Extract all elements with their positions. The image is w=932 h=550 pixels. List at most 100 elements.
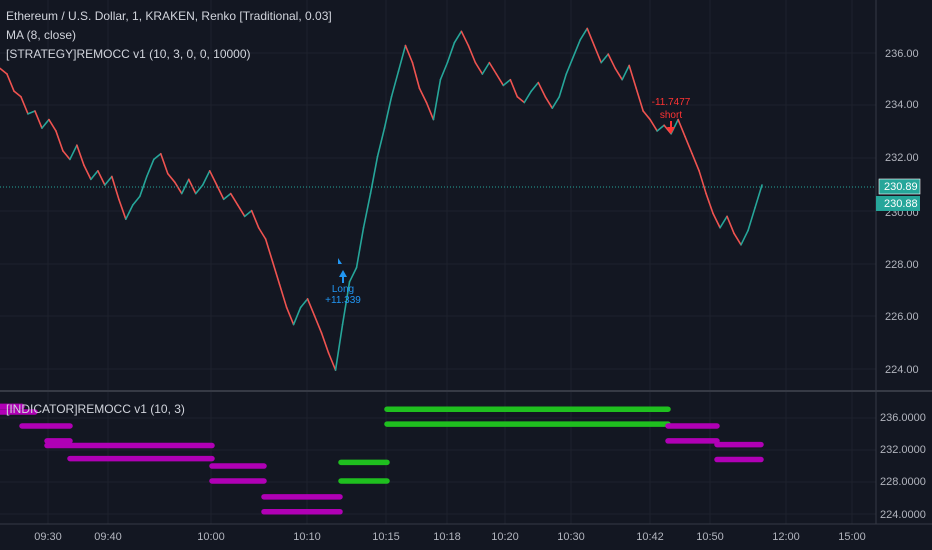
price-segment <box>691 152 700 172</box>
price-segment <box>600 53 610 64</box>
short-signal-label: short <box>660 110 682 121</box>
price-segment <box>642 110 651 121</box>
symbol-legend[interactable]: Ethereum / U.S. Dollar, 1, KRAKEN, Renko… <box>6 9 332 23</box>
price-segment <box>20 95 29 115</box>
price-segment <box>635 87 644 112</box>
current-price-value: 230.89 <box>884 181 918 193</box>
renko-price-line <box>0 27 763 371</box>
price-segment <box>299 298 309 309</box>
price-segment <box>41 118 50 129</box>
price-segment <box>740 229 749 246</box>
price-segment <box>684 135 693 155</box>
long-arrow-icon <box>339 270 347 283</box>
price-segment <box>173 181 183 195</box>
price-segment <box>194 184 204 195</box>
time-tick-label: 10:00 <box>197 531 225 543</box>
indicator-tick-label: 236.0000 <box>880 412 926 424</box>
price-segment <box>139 175 148 198</box>
price-segment <box>502 78 512 87</box>
short-signal-value: -11.7477 <box>652 97 691 108</box>
price-segment <box>390 70 400 98</box>
price-segment <box>397 44 407 72</box>
price-segment <box>0 67 8 75</box>
indicator-legend[interactable]: [INDICATOR]REMOCC v1 (10, 3) <box>6 402 185 416</box>
price-segment <box>69 144 78 161</box>
price-segment <box>292 306 302 326</box>
time-tick-label: 15:00 <box>838 531 866 543</box>
ma-legend[interactable]: MA (8, close) <box>6 28 77 42</box>
price-segment <box>495 73 505 87</box>
price-segment <box>628 64 637 90</box>
time-tick-label: 09:30 <box>34 531 62 543</box>
price-segment <box>208 170 218 186</box>
price-segment <box>411 61 421 90</box>
price-segment <box>320 332 330 354</box>
price-segment <box>187 178 197 195</box>
long-signal-value: +11.339 <box>325 295 361 306</box>
price-segment <box>271 261 281 286</box>
price-tick-label: 226.00 <box>885 311 919 323</box>
price-axis[interactable]: 236.00 234.00 232.00 230.00 228.00 226.0… <box>885 48 919 376</box>
price-tick-label: 236.00 <box>885 48 919 60</box>
price-segment <box>705 192 714 215</box>
price-segment <box>76 144 85 166</box>
price-segment <box>236 204 246 218</box>
price-segment <box>453 30 463 44</box>
price-tick-label: 228.00 <box>885 259 919 271</box>
price-tick-label: 224.00 <box>885 364 919 376</box>
price-segment <box>551 95 561 109</box>
indicator-tick-label: 224.0000 <box>880 509 926 521</box>
price-segment <box>418 87 428 104</box>
price-segment <box>55 130 64 152</box>
price-segment <box>34 110 43 129</box>
price-segment <box>719 215 728 229</box>
price-segment <box>698 170 707 195</box>
price-segment <box>614 67 623 81</box>
price-segment <box>572 39 582 58</box>
price-segment <box>327 352 337 371</box>
ma-value-tag: 230.88 <box>876 196 920 211</box>
price-segment <box>481 61 491 75</box>
long-entry-marker-icon <box>338 258 342 264</box>
price-segment <box>306 298 316 317</box>
price-segment <box>516 95 526 104</box>
price-segment <box>530 81 540 92</box>
time-tick-label: 10:18 <box>433 531 461 543</box>
time-tick-label: 09:40 <box>94 531 122 543</box>
price-segment <box>27 110 36 115</box>
price-segment <box>509 78 519 98</box>
price-segment <box>278 283 288 309</box>
indicator-axis[interactable]: 236.0000 232.0000 228.0000 224.0000 <box>880 412 926 521</box>
current-price-tag: 230.89 <box>878 178 921 195</box>
short-signal[interactable]: -11.7477 short <box>652 97 691 134</box>
time-axis[interactable]: 09:30 09:40 10:00 10:10 10:15 10:18 10:2… <box>34 531 866 543</box>
price-segment <box>677 118 686 138</box>
price-segment <box>341 281 351 326</box>
price-segment <box>593 44 603 64</box>
price-segment <box>355 226 365 269</box>
price-segment <box>579 27 589 41</box>
price-segment <box>83 164 92 181</box>
time-tick-label: 10:42 <box>636 531 664 543</box>
price-segment <box>649 118 658 132</box>
price-segment <box>747 207 756 232</box>
price-segment <box>383 95 393 129</box>
long-signal[interactable]: Long +11.339 <box>325 258 361 306</box>
price-segment <box>132 195 141 206</box>
price-segment <box>607 53 616 70</box>
price-segment <box>376 127 386 158</box>
price-segment <box>243 209 253 218</box>
price-segment <box>348 266 358 283</box>
price-segment <box>334 323 344 371</box>
strategy-legend[interactable]: [STRATEGY]REMOCC v1 (10, 3, 0, 0, 10000) <box>6 47 251 61</box>
price-segment <box>222 192 232 201</box>
price-segment <box>432 78 442 121</box>
price-tick-label: 234.00 <box>885 99 919 111</box>
price-segment <box>446 41 456 64</box>
price-segment <box>733 232 742 246</box>
price-segment <box>726 215 735 235</box>
indicator-tick-label: 228.0000 <box>880 476 926 488</box>
price-segment <box>152 152 162 161</box>
price-segment <box>97 170 106 186</box>
